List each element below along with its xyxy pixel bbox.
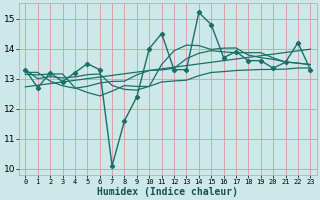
X-axis label: Humidex (Indice chaleur): Humidex (Indice chaleur) bbox=[97, 186, 238, 197]
